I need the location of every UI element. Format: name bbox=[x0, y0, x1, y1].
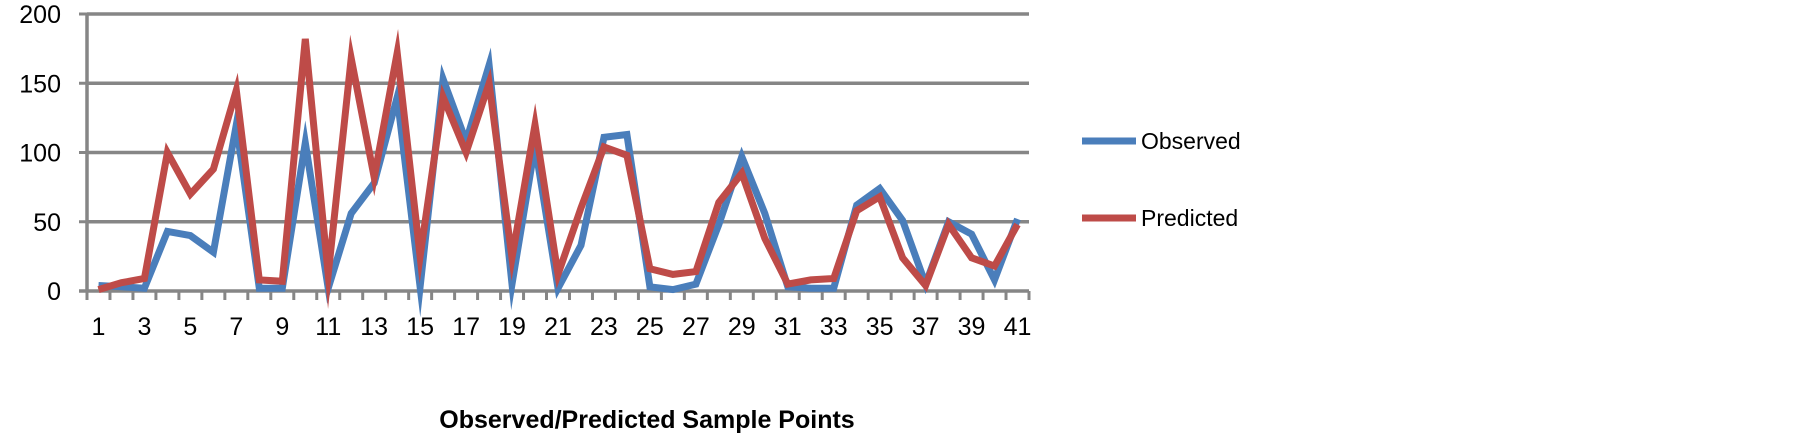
x-tick-label: 27 bbox=[682, 313, 710, 341]
y-tick-label: 50 bbox=[33, 209, 61, 237]
legend-label-predicted: Predicted bbox=[1141, 205, 1238, 231]
y-tick-label: 0 bbox=[47, 278, 61, 306]
axes bbox=[79, 12, 1031, 300]
x-tick-labels: 1 3 5 7 9 11 13 15 17 19 21 23 25 27 29 31 33 35 37 39 41 bbox=[92, 313, 1032, 341]
x-tick-label: 9 bbox=[275, 313, 289, 341]
x-tick-label: 7 bbox=[229, 313, 243, 341]
x-tick-label: 35 bbox=[866, 313, 894, 341]
y-tick-label: 200 bbox=[19, 1, 61, 29]
x-tick-label: 19 bbox=[498, 313, 526, 341]
legend-label-observed: Observed bbox=[1141, 128, 1241, 154]
x-tick-label: 3 bbox=[137, 313, 151, 341]
legend: Observed Predicted bbox=[1082, 128, 1241, 231]
y-tick-label: 100 bbox=[19, 140, 61, 168]
x-tick-label: 15 bbox=[406, 313, 434, 341]
x-tick-label: 37 bbox=[912, 313, 940, 341]
x-tick-label: 23 bbox=[590, 313, 618, 341]
x-tick-label: 31 bbox=[774, 313, 802, 341]
x-tick-label: 11 bbox=[315, 313, 341, 341]
x-tick-label: 21 bbox=[544, 313, 572, 341]
x-tick-label: 39 bbox=[958, 313, 986, 341]
x-tick-label: 41 bbox=[1004, 313, 1032, 341]
y-tick-labels: 0 50 100 150 200 bbox=[19, 1, 61, 306]
x-tick-label: 5 bbox=[183, 313, 197, 341]
x-tick-label: 29 bbox=[728, 313, 756, 341]
x-axis-label: Observed/Predicted Sample Points bbox=[439, 406, 854, 434]
x-tick-label: 25 bbox=[636, 313, 664, 341]
x-tick-label: 13 bbox=[360, 313, 388, 341]
series-line-predicted bbox=[97, 28, 1021, 309]
y-tick-label: 150 bbox=[19, 70, 61, 98]
x-tick-label: 33 bbox=[820, 313, 848, 341]
x-tick-label: 1 bbox=[92, 313, 106, 341]
x-tick-label: 17 bbox=[452, 313, 480, 341]
series-lines bbox=[97, 28, 1021, 318]
